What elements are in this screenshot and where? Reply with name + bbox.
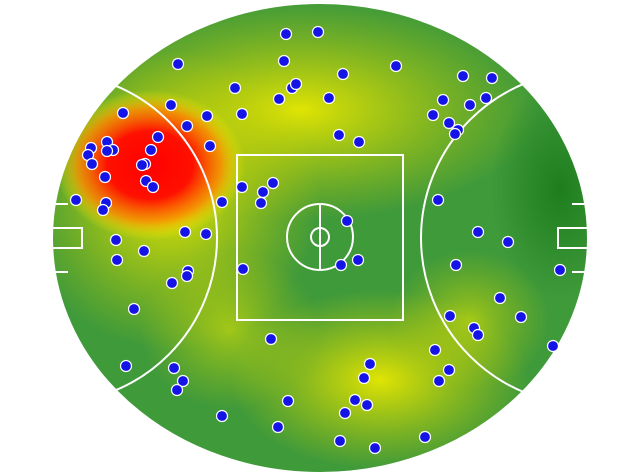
point	[340, 214, 354, 228]
point	[432, 374, 446, 388]
point	[170, 383, 184, 397]
point	[426, 108, 440, 122]
point	[236, 262, 250, 276]
point	[463, 98, 477, 112]
point	[215, 195, 229, 209]
point	[178, 225, 192, 239]
point	[167, 361, 181, 375]
point	[279, 27, 293, 41]
point	[338, 406, 352, 420]
point	[180, 119, 194, 133]
point	[442, 116, 456, 130]
point	[333, 434, 347, 448]
point	[448, 127, 462, 141]
point	[215, 409, 229, 423]
point	[180, 269, 194, 283]
point	[146, 180, 160, 194]
point	[514, 310, 528, 324]
point	[442, 363, 456, 377]
point	[456, 69, 470, 83]
point	[135, 158, 149, 172]
point	[360, 398, 374, 412]
point	[443, 309, 457, 323]
point	[264, 332, 278, 346]
point	[254, 196, 268, 210]
point	[110, 253, 124, 267]
point	[357, 371, 371, 385]
point	[165, 276, 179, 290]
point	[109, 233, 123, 247]
point	[228, 81, 242, 95]
point	[137, 244, 151, 258]
point	[418, 430, 432, 444]
point	[449, 258, 463, 272]
point	[493, 291, 507, 305]
point	[277, 54, 291, 68]
point	[368, 441, 382, 455]
point	[200, 109, 214, 123]
point	[501, 235, 515, 249]
point	[471, 328, 485, 342]
point	[271, 420, 285, 434]
field-lines	[51, 2, 589, 474]
point	[553, 263, 567, 277]
point	[546, 339, 560, 353]
point	[334, 258, 348, 272]
point	[98, 170, 112, 184]
point	[100, 144, 114, 158]
point	[85, 157, 99, 171]
point	[176, 374, 190, 388]
point	[289, 77, 303, 91]
point	[69, 193, 83, 207]
point	[281, 394, 295, 408]
point	[336, 67, 350, 81]
point	[471, 225, 485, 239]
point	[127, 302, 141, 316]
point	[332, 128, 346, 142]
point	[96, 203, 110, 217]
point	[436, 93, 450, 107]
point	[116, 106, 130, 120]
point	[151, 130, 165, 144]
point	[322, 91, 336, 105]
point	[235, 107, 249, 121]
point	[479, 91, 493, 105]
point	[164, 98, 178, 112]
point	[428, 343, 442, 357]
point	[203, 139, 217, 153]
point	[199, 227, 213, 241]
point	[171, 57, 185, 71]
point	[266, 176, 280, 190]
point	[119, 359, 133, 373]
point	[351, 253, 365, 267]
point	[311, 25, 325, 39]
point	[256, 185, 270, 199]
point	[352, 135, 366, 149]
point	[363, 357, 377, 371]
point	[348, 393, 362, 407]
point	[272, 92, 286, 106]
point	[235, 180, 249, 194]
point	[144, 143, 158, 157]
point	[389, 59, 403, 73]
point	[485, 71, 499, 85]
point	[431, 193, 445, 207]
